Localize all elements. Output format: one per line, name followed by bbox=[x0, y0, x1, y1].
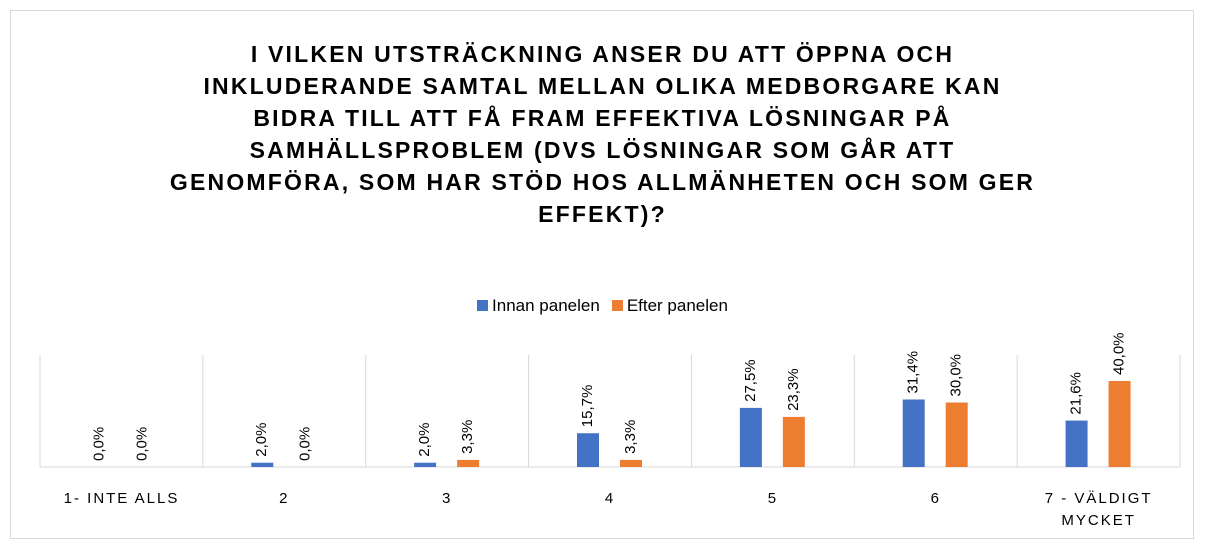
chart-title: I VILKEN UTSTRÄCKNING ANSER DU ATT ÖPPNA… bbox=[169, 41, 1036, 227]
bar bbox=[620, 459, 642, 467]
legend-swatch bbox=[477, 300, 489, 311]
data-label: 31,4% bbox=[905, 351, 922, 394]
data-label: 27,5% bbox=[742, 359, 759, 402]
data-label: 2,0% bbox=[416, 422, 433, 456]
data-label: 15,7% bbox=[579, 385, 596, 428]
bar bbox=[577, 433, 599, 467]
chart-frame bbox=[10, 10, 1194, 539]
bar bbox=[902, 399, 925, 467]
bar bbox=[457, 459, 480, 467]
x-tick-label: 4 bbox=[604, 490, 616, 507]
data-label: 3,3% bbox=[622, 420, 639, 454]
data-label: 23,3% bbox=[785, 368, 802, 411]
data-label: 0,0% bbox=[296, 427, 313, 461]
bar bbox=[1065, 420, 1088, 467]
data-label: 3,3% bbox=[459, 420, 476, 454]
data-label: 30,0% bbox=[948, 354, 965, 397]
bar bbox=[251, 462, 274, 467]
x-tick-label: 5 bbox=[767, 490, 779, 507]
data-label: 0,0% bbox=[133, 427, 150, 461]
x-tick-label: 1- INTE ALLS bbox=[63, 490, 180, 507]
legend: Innan panelen Efter panelen bbox=[0, 296, 1205, 316]
legend-item: Innan panelen bbox=[477, 296, 600, 316]
legend-swatch bbox=[611, 300, 623, 311]
bar bbox=[414, 462, 437, 467]
data-label: 21,6% bbox=[1068, 372, 1085, 415]
x-tick-label: 7 - VÄLDIGT MYCKET bbox=[1044, 490, 1153, 529]
bar bbox=[1108, 381, 1131, 467]
x-tick-label: 6 bbox=[930, 490, 941, 507]
x-tick-label: 3 bbox=[442, 490, 453, 507]
data-label: 2,0% bbox=[253, 422, 270, 456]
legend-item: Efter panelen bbox=[611, 296, 728, 316]
legend-label: Efter panelen bbox=[626, 296, 728, 315]
x-tick-label: 2 bbox=[279, 490, 290, 507]
bar bbox=[739, 407, 762, 467]
legend-label: Innan panelen bbox=[492, 296, 600, 315]
data-label: 40,0% bbox=[1111, 332, 1128, 375]
bar bbox=[782, 416, 805, 467]
data-label: 0,0% bbox=[90, 427, 107, 461]
bar bbox=[945, 402, 968, 467]
